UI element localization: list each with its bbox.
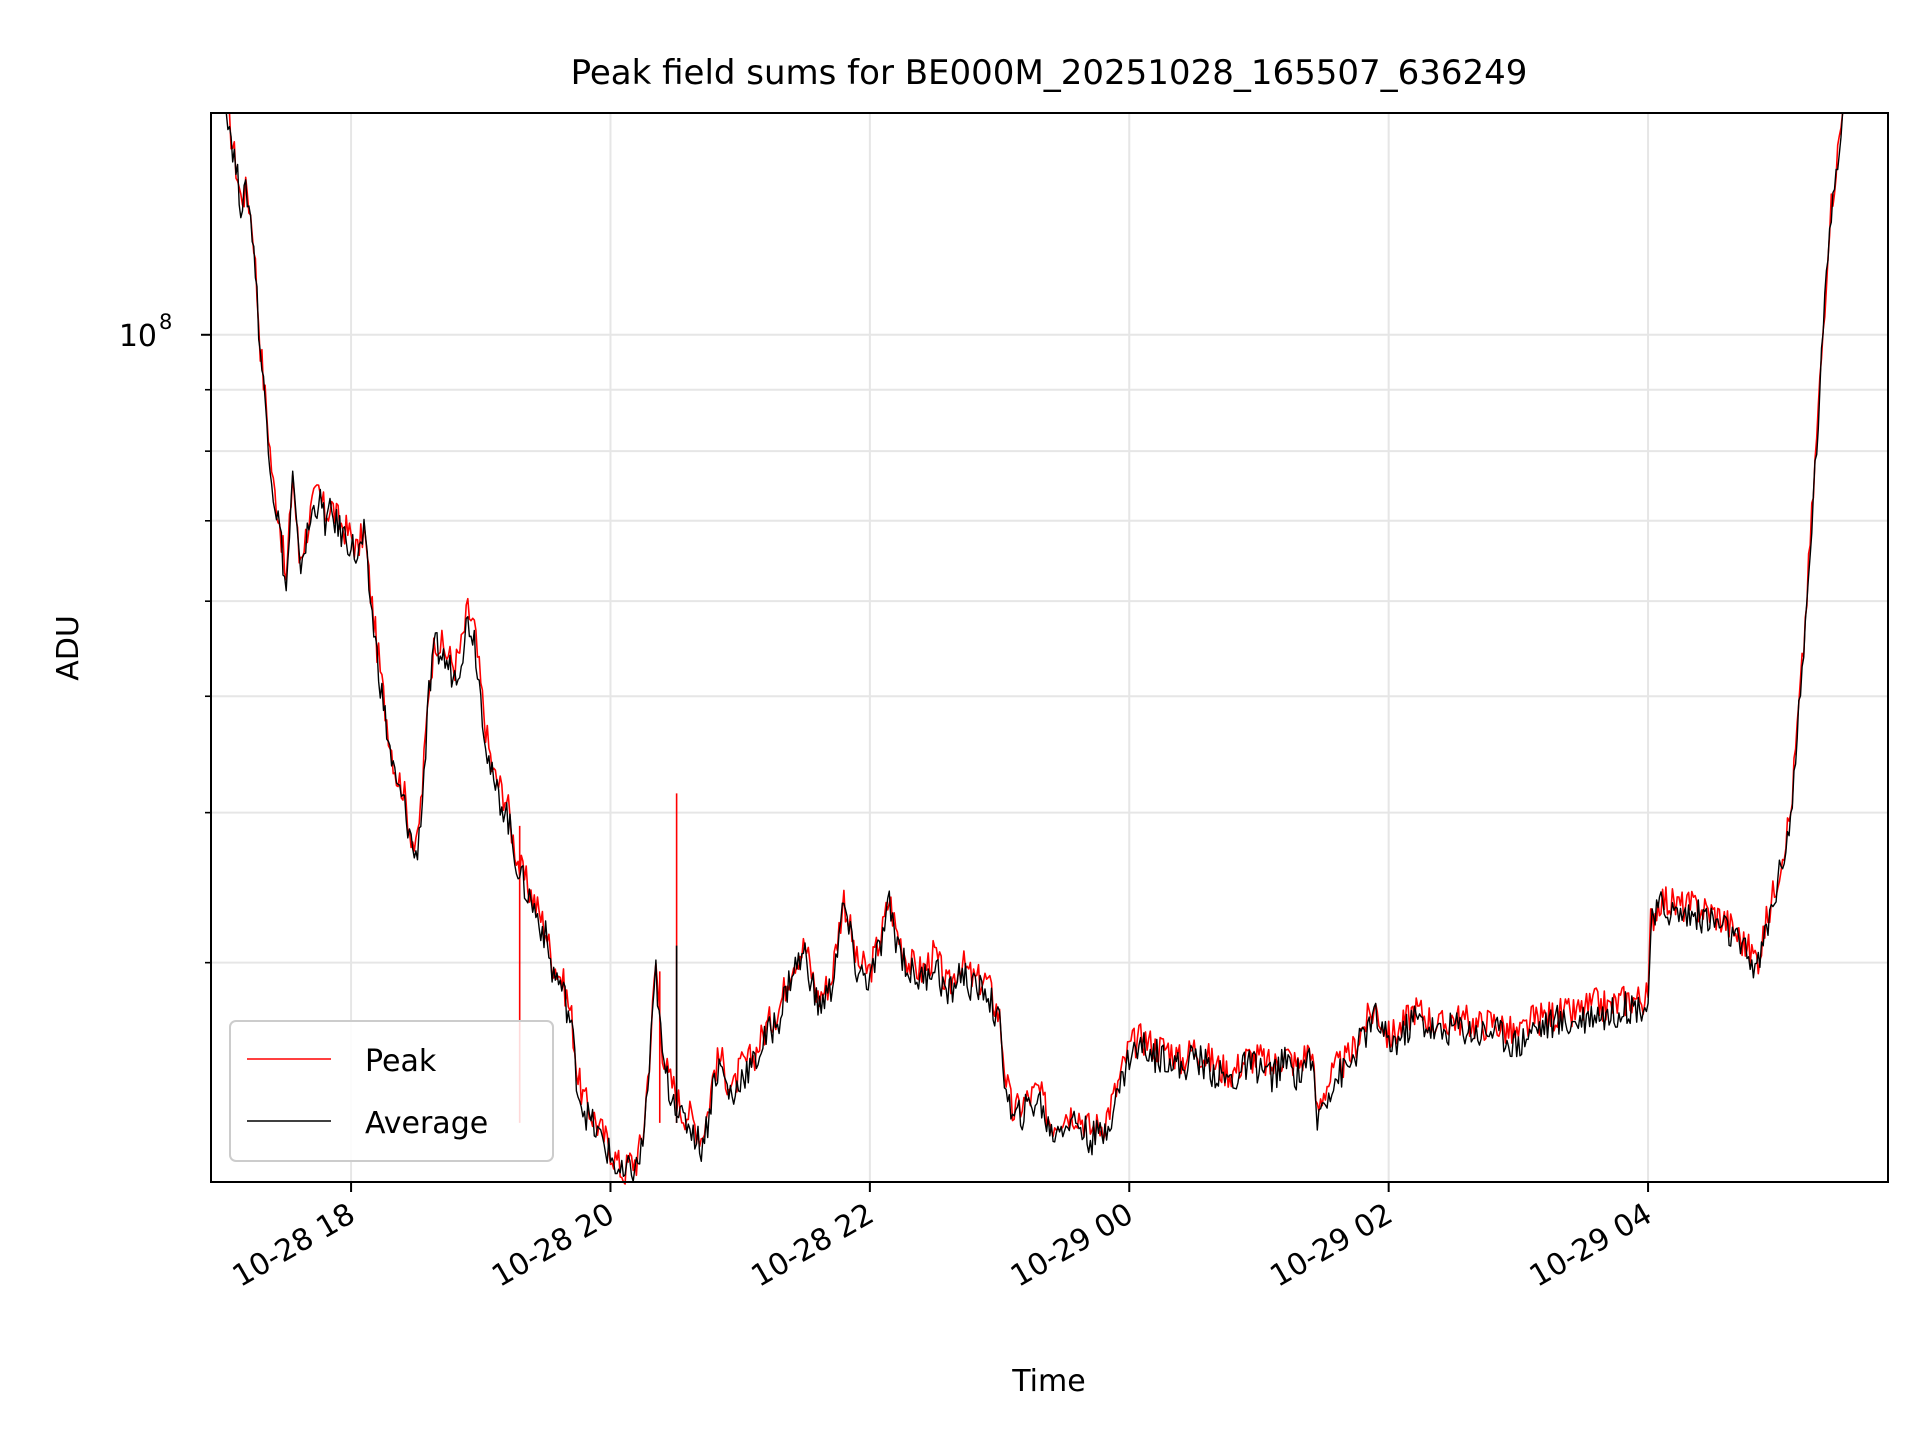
axes-frame [210, 112, 1889, 1183]
legend: Peak Average [229, 1020, 554, 1162]
series-line-peak [211, 112, 1888, 1185]
plot-area [211, 112, 1888, 1185]
chart-title: Peak field sums for BE000M_20251028_1655… [571, 53, 1528, 93]
y-tick-label-exponent: 8 [159, 310, 172, 334]
legend-average-label: Average [365, 1106, 488, 1141]
x-axis-label: Time [1011, 1364, 1085, 1399]
y-axis: 10 8 [119, 310, 211, 964]
legend-box [229, 1020, 554, 1162]
legend-peak-label: Peak [365, 1044, 437, 1079]
series-line-average [211, 112, 1888, 1183]
y-tick-label-base: 10 [119, 319, 157, 354]
grid [211, 113, 1888, 1182]
y-axis-label: ADU [51, 615, 86, 681]
